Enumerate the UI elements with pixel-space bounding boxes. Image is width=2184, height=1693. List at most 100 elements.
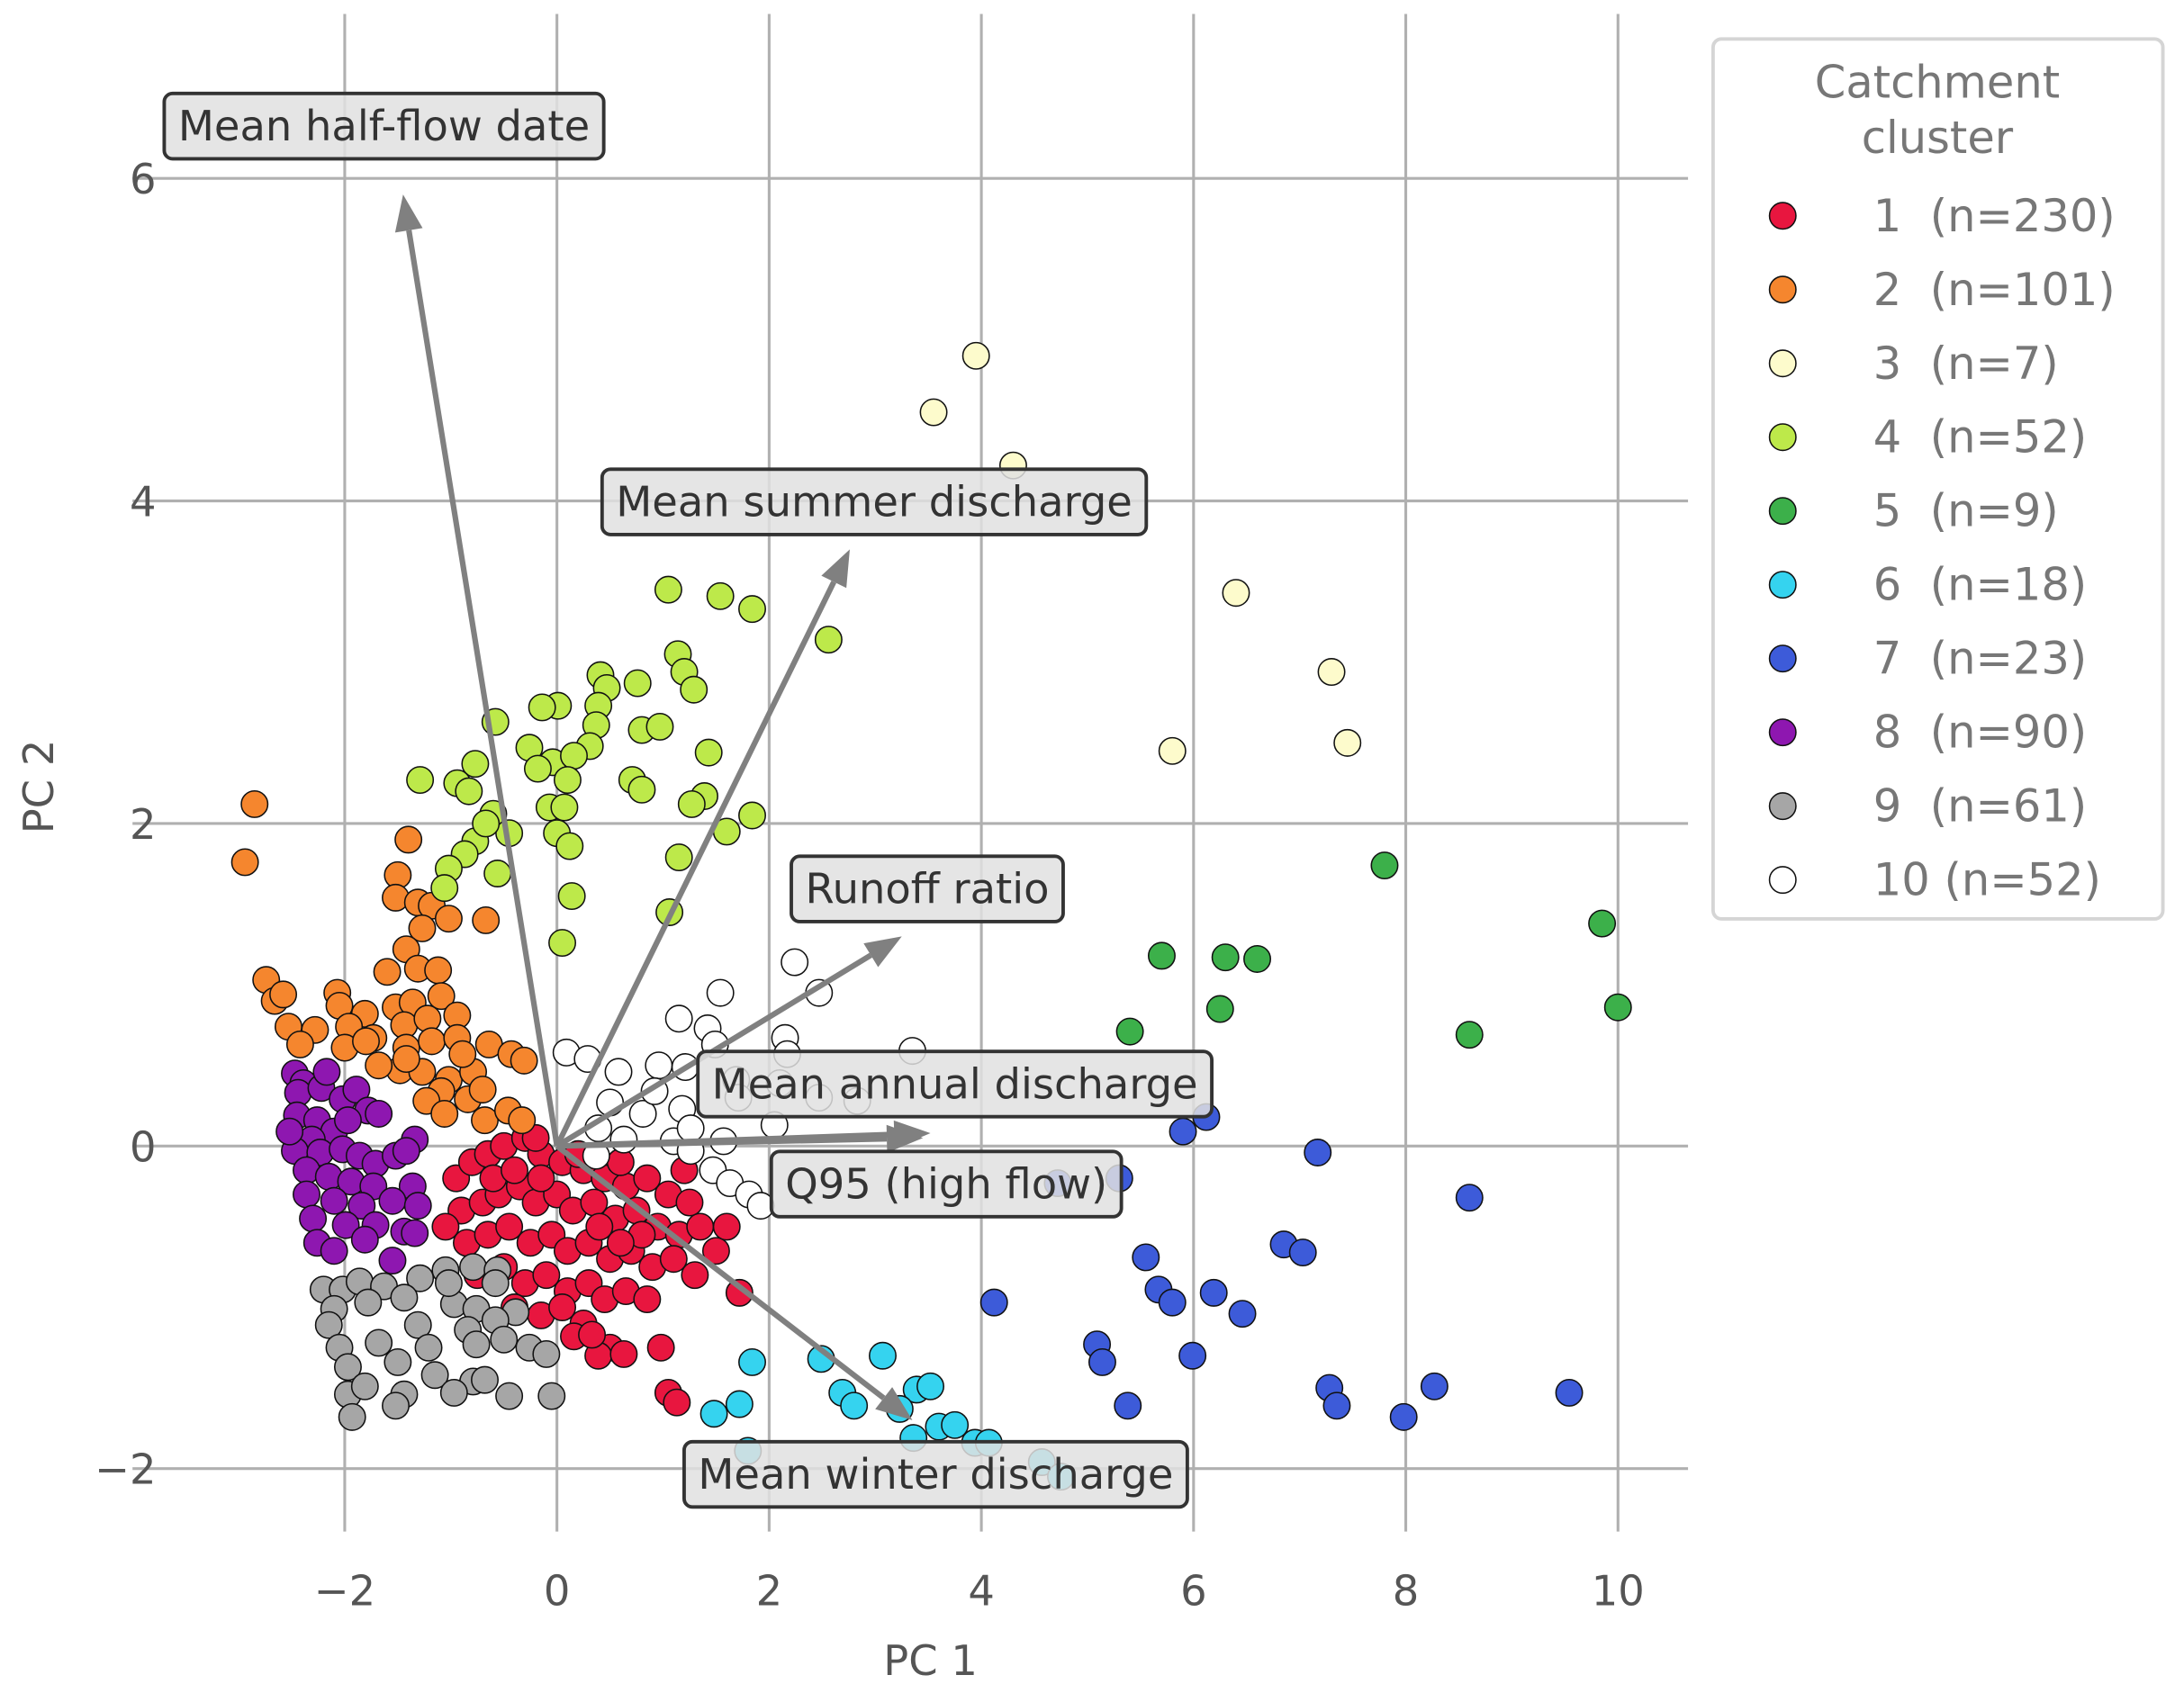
- legend-label-6: 6 (n=18): [1873, 559, 2087, 611]
- legend: Catchment cluster 1 (n=230) 2 (n=101) 3 (n…: [1710, 37, 2165, 921]
- point-cluster-2: [508, 1106, 537, 1135]
- point-cluster-8: [333, 1106, 362, 1135]
- point-cluster-7: [1178, 1341, 1207, 1370]
- point-cluster-1: [633, 1285, 662, 1314]
- point-cluster-1: [663, 1388, 691, 1417]
- loading-label-text: Mean winter discharge: [698, 1450, 1173, 1499]
- x-tick-label: 8: [1393, 1567, 1420, 1616]
- point-cluster-7: [1420, 1372, 1448, 1400]
- y-tick-label: 2: [130, 800, 157, 849]
- point-cluster-4: [523, 754, 552, 783]
- point-cluster-1: [725, 1278, 754, 1307]
- point-cluster-9: [481, 1269, 510, 1298]
- legend-marker-9: [1768, 792, 1797, 821]
- point-cluster-9: [462, 1330, 491, 1359]
- point-cluster-8: [275, 1117, 304, 1146]
- point-cluster-1: [431, 1212, 460, 1241]
- point-cluster-4: [528, 693, 556, 722]
- point-cluster-7: [1322, 1391, 1351, 1420]
- loading-label: Mean summer discharge: [600, 467, 1149, 536]
- y-tick-labels: −2 0 2 4 6: [95, 155, 156, 1493]
- point-cluster-2: [434, 905, 463, 933]
- point-cluster-4: [406, 766, 435, 795]
- point-cluster-6: [738, 1347, 766, 1376]
- point-cluster-9: [414, 1333, 443, 1362]
- legend-marker-1: [1768, 202, 1797, 230]
- point-cluster-1: [646, 1333, 675, 1362]
- point-cluster-2: [471, 1106, 499, 1135]
- point-cluster-9: [490, 1325, 519, 1354]
- point-cluster-9: [365, 1328, 393, 1357]
- point-cluster-1: [675, 1188, 704, 1217]
- point-cluster-5: [1243, 945, 1272, 973]
- legend-label-8: 8 (n=90): [1873, 707, 2087, 759]
- loading-arrow-head: [875, 1387, 913, 1420]
- point-cluster-7: [1132, 1243, 1160, 1272]
- point-cluster-6: [840, 1391, 869, 1420]
- loading-label-box: [682, 1439, 1189, 1509]
- legend-marker-2: [1768, 275, 1797, 304]
- loading-arrow-head: [394, 194, 423, 233]
- loading-label-text: Mean half-flow date: [178, 102, 590, 150]
- legend-label-9: 9 (n=61): [1873, 780, 2087, 833]
- point-cluster-2: [418, 1027, 447, 1056]
- point-cluster-1: [501, 1156, 528, 1184]
- point-cluster-1: [495, 1212, 524, 1241]
- point-cluster-9: [333, 1353, 362, 1382]
- loading-label: Mean annual discharge: [696, 1049, 1214, 1119]
- x-axis-label: PC 1: [883, 1636, 978, 1685]
- point-cluster-7: [1304, 1139, 1332, 1166]
- point-cluster-10: [706, 978, 735, 1007]
- legend-label-7: 7 (n=23): [1873, 633, 2087, 685]
- point-cluster-8: [331, 1211, 360, 1239]
- loading-arrows: [394, 194, 931, 1420]
- point-cluster-2: [373, 958, 402, 986]
- y-tick-label: −2: [95, 1445, 156, 1494]
- point-cluster-10: [628, 1100, 657, 1128]
- loading-label-text: Mean annual discharge: [712, 1059, 1198, 1108]
- loading-label-box: [600, 467, 1149, 536]
- point-cluster-4: [627, 775, 656, 804]
- point-cluster-5: [1370, 851, 1399, 880]
- point-cluster-7: [1169, 1117, 1197, 1146]
- point-cluster-2: [408, 914, 437, 942]
- point-cluster-7: [1455, 1184, 1484, 1212]
- point-cluster-4: [455, 777, 483, 806]
- point-cluster-9: [384, 1347, 412, 1376]
- point-cluster-3: [961, 341, 990, 370]
- point-cluster-4: [738, 595, 766, 624]
- point-cluster-9: [382, 1391, 410, 1420]
- point-cluster-9: [434, 1269, 463, 1298]
- legend-label-3: 3 (n=7): [1873, 338, 2059, 390]
- point-cluster-2: [285, 1030, 314, 1058]
- point-cluster-4: [555, 832, 584, 860]
- point-cluster-4: [557, 882, 586, 911]
- point-cluster-4: [645, 712, 674, 741]
- x-tick-label: 10: [1592, 1567, 1645, 1616]
- point-cluster-5: [1588, 909, 1617, 938]
- point-cluster-1: [606, 1229, 635, 1257]
- legend-label-1: 1 (n=230): [1873, 190, 2116, 242]
- point-cluster-8: [320, 1237, 348, 1265]
- point-cluster-9: [403, 1310, 432, 1339]
- point-cluster-7: [1288, 1238, 1317, 1267]
- x-tick-label: 4: [968, 1567, 995, 1616]
- point-cluster-8: [401, 1219, 429, 1247]
- point-cluster-5: [1115, 1017, 1144, 1046]
- point-cluster-3: [919, 398, 948, 427]
- legend-label-4: 4 (n=52): [1873, 411, 2087, 464]
- loading-label-box: [769, 1149, 1124, 1219]
- scatter-points: [230, 341, 1632, 1491]
- point-cluster-1: [585, 1212, 614, 1241]
- point-cluster-1: [578, 1320, 607, 1349]
- point-cluster-6: [869, 1341, 897, 1370]
- point-cluster-10: [604, 1058, 633, 1086]
- legend-title-line2: cluster: [1862, 112, 2014, 164]
- point-cluster-2: [430, 1100, 459, 1128]
- point-cluster-10: [609, 1125, 638, 1154]
- loading-arrow-shaft: [556, 1136, 888, 1149]
- point-cluster-4: [664, 843, 693, 872]
- point-cluster-1: [701, 1237, 730, 1265]
- point-cluster-4: [738, 801, 766, 830]
- loading-label-text: Q95 (high flow): [785, 1160, 1107, 1209]
